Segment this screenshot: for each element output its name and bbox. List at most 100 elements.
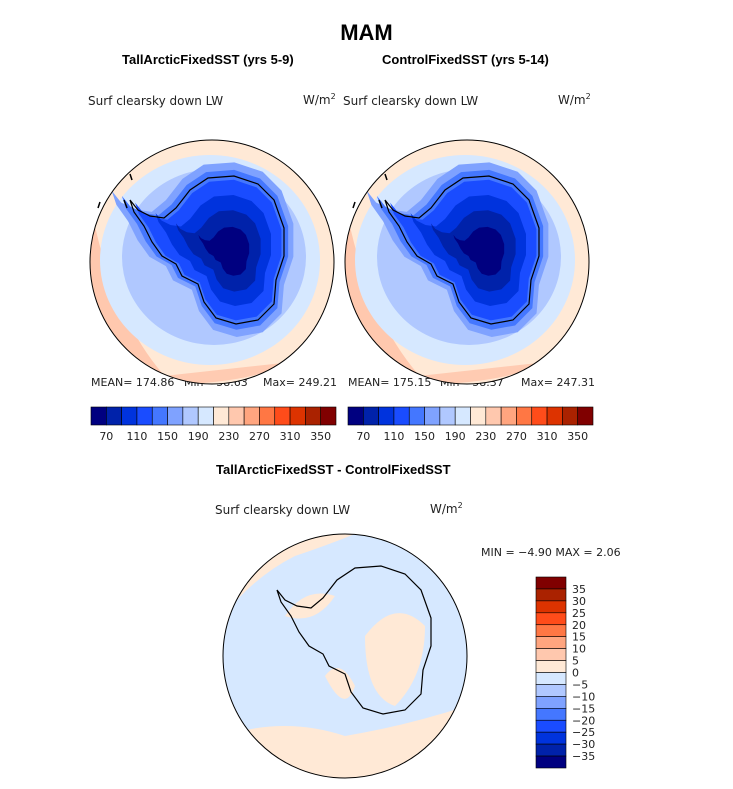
colorbar-box — [243, 406, 260, 426]
colorbar-label: 190 — [445, 430, 466, 443]
panel-1-mean: MEAN= 174.86 — [91, 376, 175, 389]
colorbar-box — [90, 406, 107, 426]
colorbar-label: 190 — [188, 430, 209, 443]
colorbar-label: 0 — [572, 667, 579, 680]
colorbar-label: 30 — [572, 595, 586, 608]
colorbar-label: 310 — [280, 430, 301, 443]
colorbar-box — [535, 660, 567, 673]
colorbar-box — [259, 406, 276, 426]
difference-units: W/m2 — [430, 501, 463, 516]
colorbar-label: −10 — [572, 690, 595, 703]
colorbar-box — [121, 406, 138, 426]
colorbar-box — [408, 406, 425, 426]
colorbar-box — [454, 406, 471, 426]
colorbar-box — [213, 406, 230, 426]
colorbar-box — [500, 406, 517, 426]
colorbar-box — [439, 406, 456, 426]
contour-fill — [223, 534, 467, 778]
colorbar-box — [347, 406, 364, 426]
colorbar-box — [393, 406, 410, 426]
colorbar-label: 110 — [126, 430, 147, 443]
colorbar-box — [470, 406, 487, 426]
panel-2-variable: Surf clearsky down LW — [343, 94, 479, 108]
panel-2-max: Max= 247.31 — [521, 376, 595, 389]
colorbar-box — [274, 406, 291, 426]
colorbar-label: 70 — [356, 430, 370, 443]
colorbar-label: 25 — [572, 607, 586, 620]
colorbar-label: 230 — [218, 430, 239, 443]
map-border — [344, 139, 590, 385]
colorbar-box — [197, 406, 214, 426]
difference-variable: Surf clearsky down LW — [215, 503, 351, 517]
colorbar-box — [535, 672, 567, 685]
panel-1-colorbar: 70 110 150 190 230 270 310 350 — [90, 406, 337, 443]
colorbar-box — [167, 406, 184, 426]
colorbar-label: 270 — [506, 430, 527, 443]
map-border — [89, 139, 335, 385]
colorbar-box — [516, 406, 533, 426]
colorbar-box — [424, 406, 441, 426]
colorbar-label: 15 — [572, 631, 586, 644]
panel-1-variable: Surf clearsky down LW — [88, 94, 224, 108]
colorbar-box — [535, 731, 567, 745]
difference-minmax: MIN = −4.90 MAX = 2.06 — [481, 546, 621, 559]
panel-2-map — [344, 139, 590, 385]
colorbar-label: 350 — [567, 430, 588, 443]
colorbar-label: −5 — [572, 678, 588, 691]
colorbar-box — [363, 406, 379, 426]
colorbar-label: −20 — [572, 714, 595, 727]
contour-fill — [325, 668, 355, 699]
panel-1-units: W/m2 — [303, 92, 336, 107]
coastline — [352, 173, 388, 209]
colorbar-label: 20 — [572, 619, 586, 632]
colorbar-box — [531, 406, 548, 426]
panel-2-title: ControlFixedSST (yrs 5-14) — [382, 52, 549, 67]
colorbar-label: 150 — [157, 430, 178, 443]
colorbar-label: 310 — [537, 430, 558, 443]
colorbar-box — [535, 600, 567, 614]
colorbar-box — [535, 755, 567, 769]
panel-2-units: W/m2 — [558, 92, 591, 107]
panel-2-mean: MEAN= 175.15 — [348, 376, 432, 389]
colorbar-box — [535, 696, 567, 709]
contour-fill — [285, 593, 335, 619]
coastline — [97, 173, 133, 209]
colorbar-box — [535, 719, 567, 733]
colorbar-box — [151, 406, 168, 426]
colorbar-box — [378, 406, 395, 426]
colorbar-label: −35 — [572, 750, 595, 763]
colorbar-box — [535, 588, 567, 602]
colorbar-box — [535, 648, 567, 661]
panel-1-max: Max= 249.21 — [263, 376, 337, 389]
colorbar-box — [535, 612, 567, 626]
colorbar-label: −15 — [572, 702, 595, 715]
contour-fill — [365, 613, 425, 706]
panel-1-title: TallArcticFixedSST (yrs 5-9) — [122, 52, 294, 67]
difference-map — [222, 533, 468, 779]
colorbar-box — [320, 406, 337, 426]
colorbar-label: 230 — [475, 430, 496, 443]
colorbar-label: 270 — [249, 430, 270, 443]
colorbar-box — [305, 406, 321, 426]
colorbar-label: 35 — [572, 583, 586, 596]
difference-title: TallArcticFixedSST - ControlFixedSST — [216, 462, 451, 477]
colorbar-box — [535, 684, 567, 697]
colorbar-box — [535, 624, 567, 637]
colorbar-box — [535, 636, 567, 649]
figure-title: MAM — [340, 20, 393, 45]
colorbar-box — [546, 406, 563, 426]
colorbar-label: −25 — [572, 726, 595, 739]
colorbar-box — [535, 743, 567, 757]
colorbar-label: 150 — [414, 430, 435, 443]
colorbar-box — [577, 406, 594, 426]
colorbar-box — [535, 576, 567, 590]
colorbar-label: 110 — [383, 430, 404, 443]
colorbar-label: 350 — [310, 430, 331, 443]
colorbar-box — [228, 406, 245, 426]
map-fill — [223, 534, 467, 778]
colorbar-label: 10 — [572, 643, 586, 656]
